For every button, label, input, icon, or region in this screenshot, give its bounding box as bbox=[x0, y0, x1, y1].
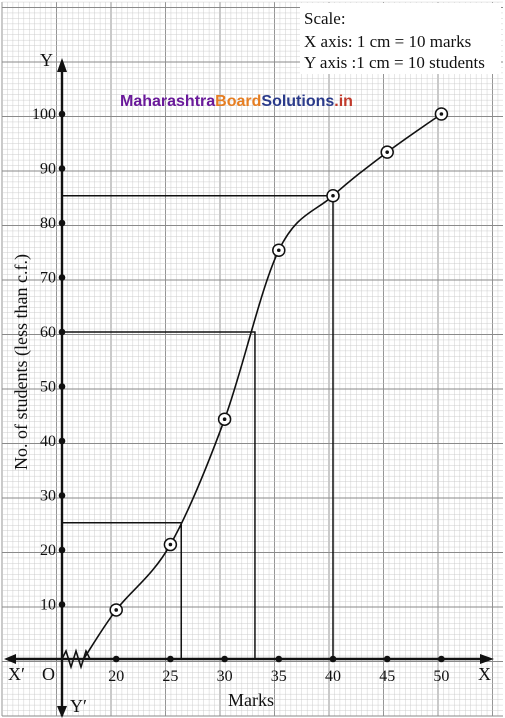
y-tick-dot bbox=[58, 110, 66, 118]
x-axis-positive-label: X bbox=[478, 664, 491, 684]
y-axis-positive-label: Y bbox=[40, 50, 53, 70]
y-tick-label: 60 bbox=[40, 324, 56, 341]
x-tick-label: 40 bbox=[325, 668, 341, 685]
scale-y-line: Y axis :1 cm = 10 students bbox=[304, 53, 485, 72]
x-axis-right-arrow bbox=[480, 654, 494, 664]
y-tick-label: 30 bbox=[40, 488, 56, 505]
x-tick-label: 20 bbox=[108, 668, 124, 685]
data-point-center bbox=[439, 112, 444, 116]
data-point-center bbox=[222, 417, 227, 422]
x-tick-dot bbox=[275, 655, 283, 663]
y-tick-dot bbox=[58, 274, 66, 281]
y-tick-label: 10 bbox=[40, 597, 56, 614]
y-tick-label: 100 bbox=[32, 106, 56, 123]
y-tick-label: 40 bbox=[40, 433, 56, 450]
y-tick-label: 70 bbox=[40, 270, 56, 287]
x-tick-dot bbox=[221, 655, 228, 663]
y-axis-up-arrow bbox=[57, 58, 67, 72]
watermark-part-2: Board bbox=[215, 93, 261, 110]
y-tick-label: 90 bbox=[40, 161, 56, 178]
x-tick-dot bbox=[438, 655, 445, 663]
watermark-part-1: Maharashtra bbox=[120, 93, 215, 110]
x-tick-label: 25 bbox=[162, 668, 178, 685]
y-tick-label: 20 bbox=[40, 542, 56, 559]
watermark-part-4: .in bbox=[334, 93, 353, 110]
y-tick-dot bbox=[58, 383, 66, 390]
y-axis-down-arrow bbox=[57, 706, 67, 718]
x-tick-label: 45 bbox=[379, 668, 395, 685]
x-tick-label: 35 bbox=[271, 668, 287, 685]
x-tick-dot bbox=[383, 655, 391, 663]
y-axis-negative-label: Y′ bbox=[70, 696, 87, 716]
watermark-part-3: Solutions bbox=[261, 93, 334, 110]
origin-label: O bbox=[42, 664, 55, 684]
plot-layer: 10 20 30 40 50 60 70 80 90 100 20 25 30 35 40 45 50 bbox=[4, 58, 494, 718]
watermark: MaharashtraBoardSolutions.in bbox=[120, 93, 353, 110]
data-point-center bbox=[114, 608, 118, 612]
y-axis-title: No. of students (less than c.f.) bbox=[11, 254, 32, 470]
y-tick-dot bbox=[58, 437, 66, 445]
x-axis-negative-label: X′ bbox=[8, 664, 25, 684]
data-point-center bbox=[168, 542, 173, 547]
y-tick-dot bbox=[58, 165, 66, 172]
axis-break-zigzag bbox=[61, 648, 91, 670]
x-tick-label: 50 bbox=[433, 668, 449, 685]
y-tick-dot bbox=[58, 546, 66, 554]
y-tick-dot bbox=[58, 219, 66, 227]
x-axis-title: Marks bbox=[228, 690, 274, 710]
scale-x-line: X axis: 1 cm = 10 marks bbox=[304, 32, 471, 51]
x-tick-label: 30 bbox=[217, 668, 233, 685]
y-tick-label: 80 bbox=[40, 215, 56, 232]
ogive-curve bbox=[83, 113, 442, 660]
data-point-center bbox=[385, 150, 390, 154]
x-tick-dot bbox=[112, 655, 120, 663]
y-tick-dot bbox=[58, 601, 66, 608]
y-tick-dot bbox=[58, 492, 66, 499]
scale-box bbox=[300, 3, 501, 74]
scale-title: Scale: bbox=[304, 9, 346, 28]
data-point-center bbox=[331, 193, 335, 198]
data-point-center bbox=[277, 248, 281, 253]
guide-line bbox=[62, 331, 256, 659]
y-tick-label: 50 bbox=[40, 379, 56, 396]
x-axis-left-arrow bbox=[4, 654, 16, 664]
x-tick-dot bbox=[167, 655, 174, 663]
